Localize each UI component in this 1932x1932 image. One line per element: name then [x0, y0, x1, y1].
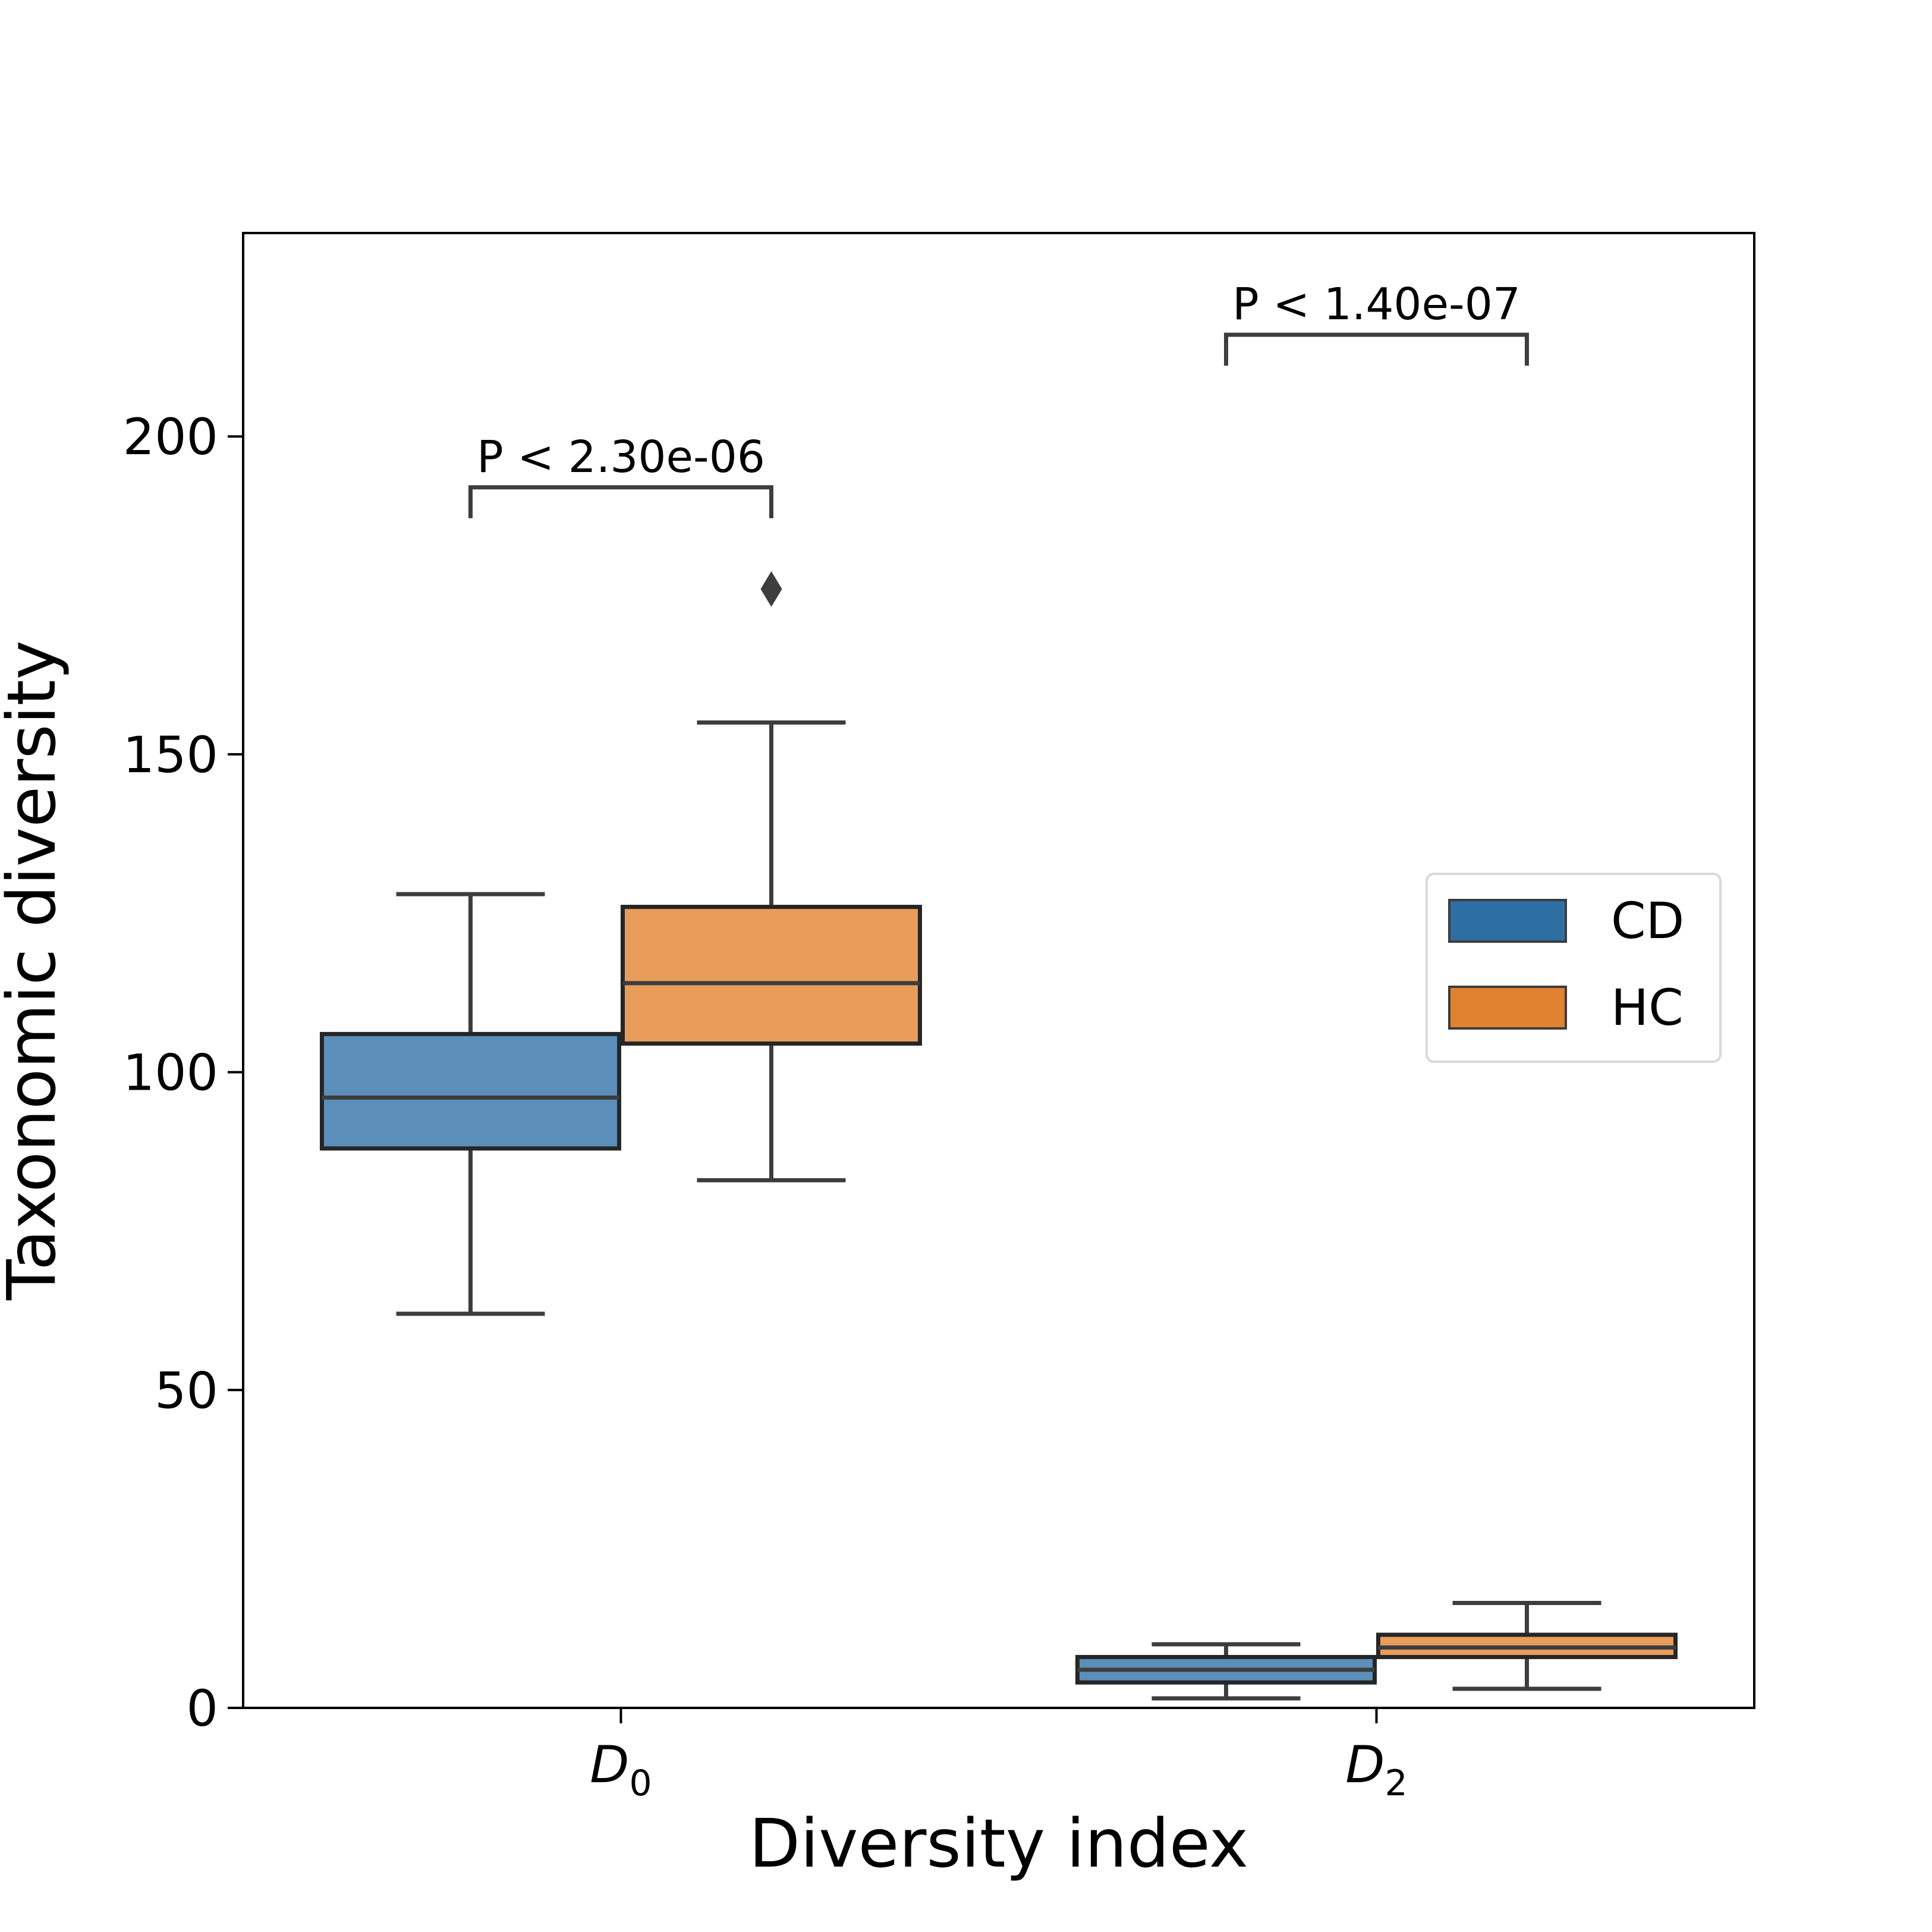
x-tick-label-sub-0: 0 — [630, 1763, 652, 1804]
legend: CD HC — [1426, 873, 1722, 1063]
plot-area — [320, 571, 1678, 1701]
x-tick-label-main-0: D — [590, 1735, 629, 1795]
legend-swatch-cd — [1448, 899, 1567, 943]
significance-bracket-1 — [1224, 332, 1529, 366]
x-axis-title: Diversity index — [749, 1805, 1248, 1883]
legend-label-cd: CD — [1611, 892, 1684, 950]
significance-label-1: P < 1.40e-07 — [1232, 279, 1521, 330]
plot-frame — [242, 232, 1755, 1709]
significance-bracket-0 — [468, 485, 773, 518]
y-tick-label-200: 200 — [123, 408, 218, 466]
outlier-hc-0-0 — [760, 571, 782, 607]
x-tick-label-0: D0 — [590, 1735, 652, 1804]
y-tick-label-150: 150 — [123, 726, 218, 784]
box-hc-0 — [621, 905, 922, 1046]
x-tick-label-sub-1: 2 — [1385, 1763, 1408, 1804]
legend-label-hc: HC — [1611, 978, 1684, 1037]
x-tick-label-1: D2 — [1345, 1735, 1407, 1804]
box-cd-0 — [320, 1031, 621, 1151]
x-tick-label-main-1: D — [1345, 1735, 1385, 1795]
significance-label-0: P < 2.30e-06 — [477, 432, 765, 483]
y-tick-label-100: 100 — [123, 1044, 218, 1102]
y-axis: 0 50 100 150 200 — [123, 408, 243, 1738]
legend-swatch-hc — [1448, 986, 1567, 1030]
y-axis-title: Taxonomic diversity — [0, 640, 71, 1301]
y-tick-label-0: 0 — [187, 1679, 218, 1738]
significance-annotations: P < 2.30e-06 P < 1.40e-07 — [468, 279, 1529, 518]
y-tick-label-50: 50 — [155, 1361, 218, 1420]
x-axis: D0 D2 — [590, 1708, 1408, 1804]
